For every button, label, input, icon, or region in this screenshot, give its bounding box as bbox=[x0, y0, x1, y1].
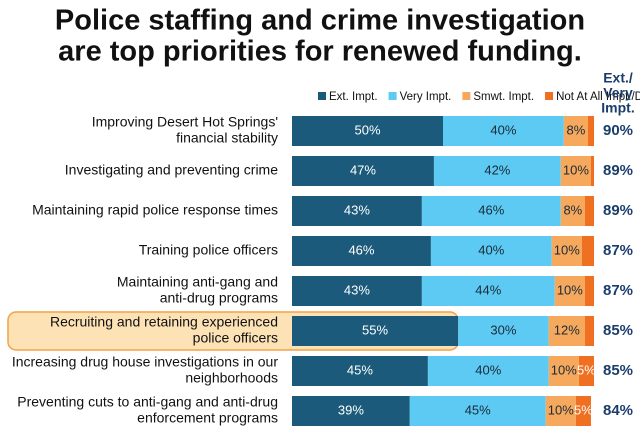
bar-segment bbox=[292, 196, 422, 226]
totals-header: Impt. bbox=[601, 100, 634, 116]
legend-swatch bbox=[318, 92, 326, 100]
category-label: Investigating and preventing crime bbox=[65, 162, 278, 178]
bar-segment bbox=[590, 156, 594, 186]
bar-segment bbox=[292, 356, 428, 386]
value-label: 42% bbox=[484, 162, 510, 177]
value-label: 47% bbox=[350, 162, 376, 177]
value-label: 40% bbox=[478, 242, 504, 257]
total-label: 85% bbox=[603, 362, 633, 379]
legend-swatch bbox=[545, 92, 554, 100]
value-label: 45% bbox=[347, 362, 373, 377]
total-label: 89% bbox=[603, 162, 633, 179]
value-label: 5% bbox=[577, 362, 596, 377]
bar-segment bbox=[292, 236, 431, 266]
value-label: 30% bbox=[490, 322, 516, 337]
bar-segment bbox=[587, 116, 594, 146]
totals-header: Very bbox=[603, 85, 633, 101]
category-label: Maintaining rapid police response times bbox=[32, 202, 278, 218]
total-label: 85% bbox=[603, 322, 633, 339]
total-label: 87% bbox=[603, 282, 633, 299]
category-label: Improving Desert Hot Springs' bbox=[92, 114, 278, 130]
category-label: anti-drug programs bbox=[160, 290, 278, 306]
bar-segment bbox=[548, 356, 579, 386]
legend-label: Very Impt. bbox=[400, 91, 452, 103]
value-label: 8% bbox=[563, 202, 582, 217]
category-label: Preventing cuts to anti-gang and anti-dr… bbox=[17, 394, 278, 410]
bar-segment bbox=[409, 396, 546, 426]
value-label: 46% bbox=[478, 202, 504, 217]
category-label: police officers bbox=[193, 330, 278, 346]
total-label: 87% bbox=[603, 242, 633, 259]
bar-segment bbox=[560, 156, 591, 186]
bar-segment bbox=[584, 276, 594, 306]
bar-segment bbox=[554, 276, 585, 306]
chart-title: Police staffing and crime investigation bbox=[55, 5, 585, 37]
value-label: 5% bbox=[574, 402, 593, 417]
category-label: Recruiting and retaining experienced bbox=[50, 314, 278, 330]
bar-segment bbox=[458, 316, 549, 346]
bar-segment bbox=[443, 116, 564, 146]
bar-segment bbox=[421, 196, 561, 226]
value-label: 8% bbox=[566, 122, 585, 137]
value-label: 10% bbox=[557, 282, 583, 297]
value-label: 12% bbox=[554, 322, 580, 337]
total-label: 89% bbox=[603, 202, 633, 219]
value-label: 43% bbox=[344, 202, 370, 217]
bar-segment bbox=[551, 236, 582, 266]
category-label: Training police officers bbox=[139, 242, 278, 258]
bar-segment bbox=[421, 276, 555, 306]
value-label: 10% bbox=[563, 162, 589, 177]
category-label: neighborhoods bbox=[185, 370, 278, 386]
bar-segment bbox=[292, 316, 459, 346]
value-label: 39% bbox=[338, 402, 364, 417]
category-label: financial stability bbox=[176, 130, 278, 146]
value-label: 44% bbox=[475, 282, 501, 297]
bar-segment bbox=[548, 316, 585, 346]
bar-segment bbox=[430, 236, 552, 266]
bar-segment bbox=[584, 316, 594, 346]
value-label: 10% bbox=[551, 362, 577, 377]
legend-swatch bbox=[388, 92, 397, 100]
bar-segment bbox=[563, 116, 588, 146]
bar-segment bbox=[578, 356, 594, 386]
bar-segment bbox=[292, 116, 443, 146]
chart-title: are top priorities for renewed funding. bbox=[58, 36, 582, 68]
value-label: 45% bbox=[465, 402, 491, 417]
value-label: 50% bbox=[354, 122, 380, 137]
bar-segment bbox=[292, 156, 434, 186]
category-label: Increasing drug house investigations in … bbox=[12, 354, 279, 370]
value-label: 40% bbox=[490, 122, 516, 137]
legend-label: Ext. Impt. bbox=[329, 91, 378, 103]
value-label: 55% bbox=[362, 322, 388, 337]
value-label: 43% bbox=[344, 282, 370, 297]
category-label: Maintaining anti-gang and bbox=[117, 274, 278, 290]
bar-segment bbox=[427, 356, 549, 386]
legend-label: Not At All Impt./DK/NA bbox=[556, 91, 640, 103]
bar-segment bbox=[545, 396, 576, 426]
bar-segment bbox=[433, 156, 561, 186]
legend-swatch bbox=[462, 92, 471, 100]
total-label: 90% bbox=[603, 122, 633, 139]
bar-segment bbox=[584, 196, 594, 226]
value-label: 10% bbox=[554, 242, 580, 257]
bar-segment bbox=[292, 396, 410, 426]
category-label: enforcement programs bbox=[137, 410, 278, 426]
bar-segment bbox=[560, 196, 585, 226]
value-label: 10% bbox=[548, 402, 574, 417]
value-label: 46% bbox=[348, 242, 374, 257]
value-label: 40% bbox=[475, 362, 501, 377]
totals-header: Ext./ bbox=[603, 70, 633, 86]
bar-segment bbox=[292, 276, 422, 306]
legend-label: Smwt. Impt. bbox=[473, 91, 534, 103]
bar-segment bbox=[581, 236, 594, 266]
bar-segment bbox=[575, 396, 591, 426]
total-label: 84% bbox=[603, 402, 633, 419]
